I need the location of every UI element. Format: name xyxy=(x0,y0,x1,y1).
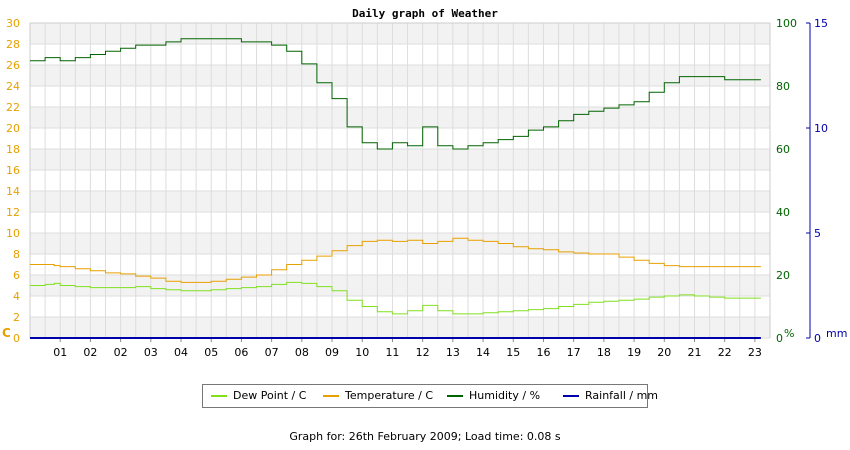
legend-item: Temperature / C xyxy=(323,389,433,402)
grid-band xyxy=(30,65,770,86)
legend-swatch xyxy=(323,395,339,397)
left-axis-tick-label: 28 xyxy=(6,38,20,51)
x-tick-label: 06 xyxy=(234,346,248,359)
grid-band xyxy=(30,191,770,212)
x-tick-label: 02 xyxy=(114,346,128,359)
legend-swatch xyxy=(447,395,463,397)
x-tick-label: 01 xyxy=(53,346,67,359)
left-axis-tick-label: 30 xyxy=(6,17,20,30)
humidity-axis-unit-label: % xyxy=(784,327,794,340)
humidity-axis-tick-label: 80 xyxy=(776,80,790,93)
left-axis-tick-label: 14 xyxy=(6,185,20,198)
rainfall-axis-tick-label: 15 xyxy=(814,17,828,30)
x-tick-label: 22 xyxy=(718,346,732,359)
legend-label: Temperature / C xyxy=(345,389,434,402)
x-tick-label: 08 xyxy=(295,346,309,359)
legend-swatch xyxy=(211,395,227,397)
rainfall-axis-tick-label: 5 xyxy=(814,227,821,240)
series-line-temperature xyxy=(30,237,761,283)
left-axis-tick-label: 2 xyxy=(13,311,20,324)
humidity-axis-tick-label: 100 xyxy=(776,17,797,30)
left-axis-tick-label: 12 xyxy=(6,206,20,219)
series-line-humidity xyxy=(30,38,761,150)
x-tick-label: 13 xyxy=(446,346,460,359)
left-axis-tick-label: 4 xyxy=(13,290,20,303)
grid-band xyxy=(30,317,770,338)
x-tick-label: 14 xyxy=(476,346,490,359)
rainfall-axis-unit-label: mm xyxy=(826,327,847,340)
left-axis-tick-label: 18 xyxy=(6,143,20,156)
humidity-axis-tick-label: 60 xyxy=(776,143,790,156)
rainfall-axis-tick-label: 10 xyxy=(814,122,828,135)
x-tick-label: 17 xyxy=(567,346,581,359)
x-tick-label: 04 xyxy=(174,346,188,359)
left-axis-tick-label: 24 xyxy=(6,80,20,93)
x-tick-label: 15 xyxy=(506,346,520,359)
left-axis-tick-label: 10 xyxy=(6,227,20,240)
left-axis-tick-label: 16 xyxy=(6,164,20,177)
x-tick-label: 09 xyxy=(325,346,339,359)
legend-item: Dew Point / C xyxy=(211,389,306,402)
x-tick-label: 16 xyxy=(536,346,550,359)
x-tick-label: 12 xyxy=(416,346,430,359)
grid-band xyxy=(30,23,770,44)
legend-label: Humidity / % xyxy=(469,389,541,402)
left-axis-tick-label: 22 xyxy=(6,101,20,114)
left-axis-tick-label: 6 xyxy=(13,269,20,282)
x-tick-label: 10 xyxy=(355,346,369,359)
legend-item: Humidity / % xyxy=(447,389,540,402)
left-axis-tick-label: 8 xyxy=(13,248,20,261)
rainfall-axis-tick-label: 0 xyxy=(814,332,821,345)
grid-band xyxy=(30,107,770,128)
legend: Dew Point / C Temperature / C Humidity / %… xyxy=(202,384,658,408)
legend-label: Rainfall / mm xyxy=(585,389,659,402)
x-tick-label: 11 xyxy=(385,346,399,359)
x-tick-label: 23 xyxy=(748,346,762,359)
x-tick-label: 05 xyxy=(204,346,218,359)
x-tick-label: 02 xyxy=(83,346,97,359)
grid-band xyxy=(30,275,770,296)
series-line-dew-point xyxy=(30,281,761,315)
footer-text: Graph for: 26th February 2009; Load time… xyxy=(289,430,561,443)
x-tick-label: 07 xyxy=(265,346,279,359)
x-tick-label: 20 xyxy=(657,346,671,359)
legend-swatch xyxy=(563,395,579,397)
left-axis-unit-label: C xyxy=(2,326,11,340)
x-tick-label: 18 xyxy=(597,346,611,359)
left-axis-tick-label: 26 xyxy=(6,59,20,72)
grid-band xyxy=(30,149,770,170)
chart-title: Daily graph of Weather xyxy=(352,7,498,20)
x-tick-label: 03 xyxy=(144,346,158,359)
left-axis-tick-label: 0 xyxy=(13,332,20,345)
humidity-axis-tick-label: 40 xyxy=(776,206,790,219)
left-axis-tick-label: 20 xyxy=(6,122,20,135)
legend-label: Dew Point / C xyxy=(233,389,307,402)
humidity-axis-tick-label: 20 xyxy=(776,269,790,282)
x-tick-label: 19 xyxy=(627,346,641,359)
humidity-axis-tick-label: 0 xyxy=(776,332,783,345)
grid-band xyxy=(30,233,770,254)
x-tick-label: 21 xyxy=(687,346,701,359)
legend-item: Rainfall / mm xyxy=(563,389,658,402)
